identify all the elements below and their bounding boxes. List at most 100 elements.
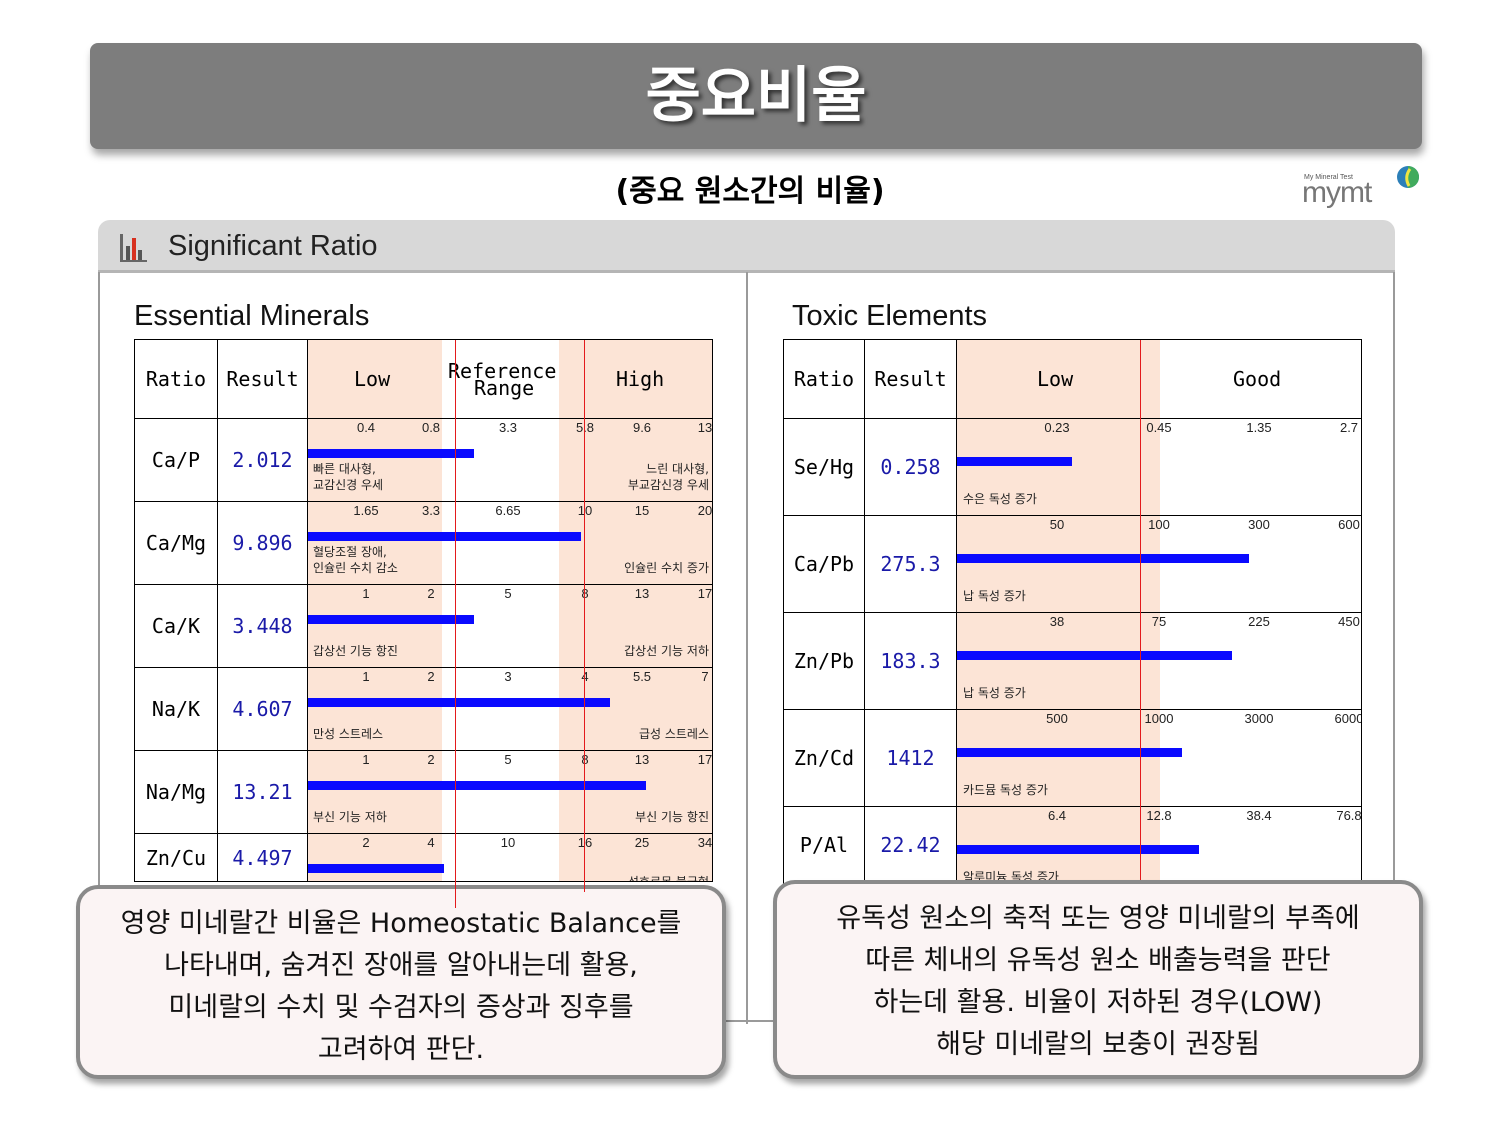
tick-label: 20 <box>697 503 713 518</box>
shade-low <box>957 419 1160 515</box>
toxicity-note: 납 독성 증가 <box>963 589 1026 603</box>
tick-label: 1 <box>362 669 370 684</box>
table-row: Ca/Mg 9.896 1.65 3.3 6.65 10 15 20 혈당조절 장애, 인슐린 수… <box>134 501 713 585</box>
table-row: Ca/P 2.012 0.4 0.8 3.3 5.8 9.6 13 빠른 대사형, 교감신경 우세… <box>134 418 713 502</box>
tick-label: 300 <box>1248 517 1270 532</box>
tick-label: 0.4 <box>356 420 376 435</box>
high-note: 갑상선 기능 저하 <box>624 644 709 658</box>
ratio-result: 183.3 <box>864 612 957 710</box>
ratio-bar-cell: 2 4 10 16 25 34 성호르몬 불균형 <box>307 833 713 882</box>
shade-low <box>308 419 442 501</box>
tick-label: 15 <box>634 503 650 518</box>
high-note: 부교감신경 우세 <box>627 478 709 492</box>
ratio-bar-cell: 1.65 3.3 6.65 10 15 20 혈당조절 장애, 인슐린 수치 감소 인슐린 수치… <box>307 501 713 585</box>
ratio-name: Ca/K <box>134 584 218 668</box>
tick-label: 13 <box>697 420 713 435</box>
toxicity-note: 카드뮴 독성 증가 <box>963 783 1048 797</box>
ratio-name: Ca/Pb <box>783 515 865 613</box>
ratio-name: Zn/Pb <box>783 612 865 710</box>
header-reference-range: Low Reference Range High <box>307 339 713 419</box>
tick-label: 500 <box>1046 711 1068 726</box>
table-row: P/Al 22.42 6.4 12.8 38.4 76.8 알루미늄 독성 증가 <box>783 806 1362 884</box>
reference-line-low <box>1140 340 1141 880</box>
leaf-icon <box>1397 166 1419 188</box>
ratio-result: 4.607 <box>217 667 308 751</box>
result-bar <box>308 615 474 624</box>
table-row: Na/K 4.607 1 2 3 4 5.5 7 만성 스트레스 급성 스트레스 <box>134 667 713 751</box>
callout-line: 미네랄의 수치 및 수검자의 증상과 징후를 <box>168 992 634 1023</box>
table-row: Zn/Pb 183.3 38 75 225 450 납 독성 증가 <box>783 612 1362 710</box>
tick-label: 38.4 <box>1246 808 1272 823</box>
tick-label: 17 <box>697 752 713 767</box>
low-note: 인슐린 수치 감소 <box>313 561 398 575</box>
result-bar <box>957 457 1072 466</box>
tick-label: 5 <box>504 586 512 601</box>
tick-label: 13 <box>634 586 650 601</box>
tick-label: 25 <box>634 835 650 850</box>
panel-divider-foot <box>726 1020 774 1022</box>
tick-label: 1.65 <box>353 503 379 518</box>
low-note: 갑상선 기능 항진 <box>313 644 398 658</box>
low-note: 빠른 대사형, <box>313 462 376 476</box>
tick-label: 9.6 <box>632 420 652 435</box>
tick-label: 4 <box>581 669 589 684</box>
header-ratio: Ratio <box>134 339 218 419</box>
ratio-bar-cell: 500 1000 3000 6000 카드뮴 독성 증가 <box>956 709 1362 807</box>
tick-label: 2 <box>427 752 435 767</box>
reference-line-low <box>455 340 456 908</box>
tick-label: 3000 <box>1244 711 1274 726</box>
ratio-name: Zn/Cu <box>134 833 218 882</box>
toxic-elements-table: Ratio Result Low Good Se/Hg 0.258 0.23 0.45 1.35… <box>783 339 1362 884</box>
high-note: 인슐린 수치 증가 <box>624 561 709 575</box>
tick-label: 76.8 <box>1336 808 1362 823</box>
ratio-bar-cell: 1 2 5 8 13 17 부신 기능 저하 부신 기능 항진 <box>307 750 713 834</box>
ratio-name: Na/K <box>134 667 218 751</box>
ratio-name: Ca/Mg <box>134 501 218 585</box>
header-high: High <box>616 367 665 391</box>
tick-label: 13 <box>634 752 650 767</box>
tick-label: 7 <box>701 669 709 684</box>
callout-line: 따른 체내의 유독성 원소 배출능력을 판단 <box>865 945 1331 976</box>
ratio-bar-cell: 38 75 225 450 납 독성 증가 <box>956 612 1362 710</box>
ratio-result: 22.42 <box>864 806 957 884</box>
tick-label: 8 <box>581 586 589 601</box>
ratio-result: 4.497 <box>217 833 308 882</box>
tick-label: 3.3 <box>498 420 518 435</box>
shade-low <box>308 751 442 833</box>
high-note: 성호르몬 불균형 <box>628 874 709 881</box>
header-result: Result <box>217 339 308 419</box>
tick-label: 10 <box>500 835 516 850</box>
toxicity-note: 수은 독성 증가 <box>963 492 1037 506</box>
header-reference: Reference <box>448 359 557 383</box>
shade-low <box>308 834 442 881</box>
result-bar <box>957 748 1182 757</box>
tick-label: 17 <box>697 586 713 601</box>
high-note: 급성 스트레스 <box>638 727 709 741</box>
tick-label: 75 <box>1151 614 1167 629</box>
tick-label: 600 <box>1338 517 1360 532</box>
ratio-name: Zn/Cd <box>783 709 865 807</box>
ratio-name: Na/Mg <box>134 750 218 834</box>
ratio-bar-cell: 50 100 300 600 납 독성 증가 <box>956 515 1362 613</box>
low-note: 혈당조절 장애, <box>313 545 387 559</box>
table-row: Se/Hg 0.258 0.23 0.45 1.35 2.7 수은 독성 증가 <box>783 418 1362 516</box>
mymt-logo: My Mineral Test mymt <box>1300 162 1425 212</box>
ratio-result: 0.258 <box>864 418 957 516</box>
tick-label: 12.8 <box>1146 808 1172 823</box>
panel-divider <box>746 272 748 1024</box>
header-good: Good <box>1233 367 1282 391</box>
result-bar <box>308 532 581 541</box>
tick-label: 50 <box>1049 517 1065 532</box>
shade-low <box>957 516 1160 612</box>
header-range: Range <box>474 376 535 400</box>
toxic-callout: 유독성 원소의 축적 또는 영양 미네랄의 부족에 따른 체내의 유독성 원소 … <box>773 880 1423 1079</box>
ratio-result: 9.896 <box>217 501 308 585</box>
ratio-result: 2.012 <box>217 418 308 502</box>
result-bar <box>957 845 1199 854</box>
low-note: 교감신경 우세 <box>313 478 384 492</box>
header-low: Low <box>1037 367 1074 391</box>
tick-label: 6.65 <box>495 503 521 518</box>
table-row: Zn/Cd 1412 500 1000 3000 6000 카드뮴 독성 증가 <box>783 709 1362 807</box>
shade-low <box>308 340 442 418</box>
high-note: 부신 기능 항진 <box>635 810 709 824</box>
